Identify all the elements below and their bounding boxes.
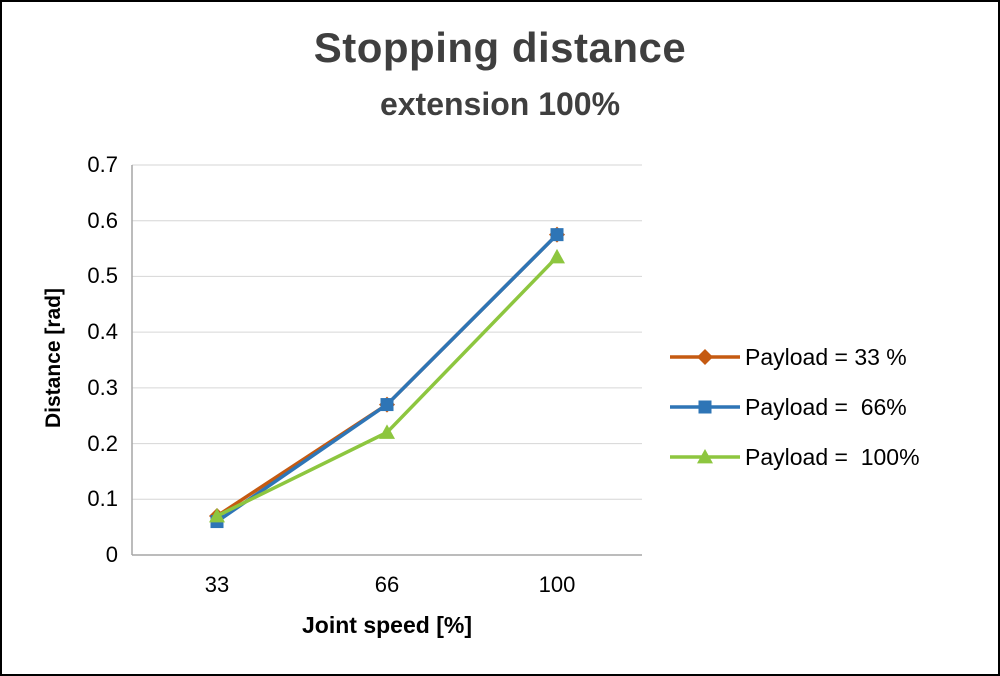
- square-marker: [380, 398, 394, 412]
- triangle-marker: [549, 248, 565, 264]
- y-tick-label: 0: [105, 542, 118, 567]
- legend: Payload = 33 % Payload = 66% Payload = 100…: [668, 332, 920, 482]
- x-tick-label: 100: [538, 572, 576, 597]
- legend-label: Payload = 100%: [745, 443, 920, 470]
- diamond-marker: [697, 349, 713, 365]
- x-tick-label: 33: [204, 572, 230, 597]
- series-line: [215, 232, 559, 524]
- y-tick-label: 0.5: [87, 263, 118, 289]
- legend-entry: Payload = 100%: [668, 432, 920, 482]
- series-line: [215, 255, 559, 518]
- legend-line-sample: [670, 400, 740, 414]
- y-tick-label: 0.1: [87, 486, 118, 512]
- x-axis-title: Joint speed [%]: [302, 612, 472, 638]
- square-marker: [698, 400, 712, 414]
- legend-line-sample: [670, 449, 740, 464]
- y-axis-title: Distance [rad]: [42, 287, 65, 429]
- legend-entry: Payload = 66%: [668, 382, 920, 432]
- y-tick-label: 0.2: [87, 430, 118, 456]
- triangle-marker: [209, 508, 225, 523]
- legend-line-sample: [670, 349, 740, 365]
- y-tick-label: 0.7: [87, 152, 118, 177]
- square-marker: [550, 228, 564, 242]
- legend-label: Payload = 33 %: [745, 343, 907, 370]
- y-tick-label: 0.4: [87, 319, 118, 345]
- legend-label: Payload = 66%: [745, 393, 907, 420]
- triangle-marker: [379, 424, 395, 439]
- y-tick-label: 0.6: [87, 207, 118, 233]
- chart-title: Stopping distance: [313, 24, 687, 71]
- chart-subtitle: extension 100%: [379, 86, 621, 122]
- triangle-marker: [697, 449, 713, 464]
- x-tick-label: 66: [374, 572, 400, 597]
- legend-entry: Payload = 33 %: [668, 332, 920, 382]
- y-tick-label: 0.3: [87, 374, 118, 400]
